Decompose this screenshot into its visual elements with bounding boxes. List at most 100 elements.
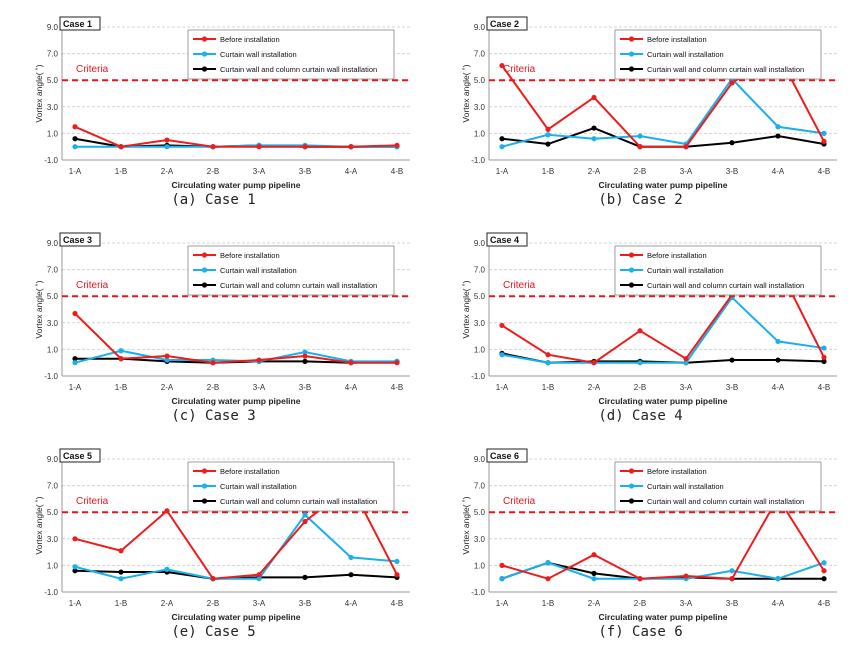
legend-marker (628, 282, 635, 288)
data-point (72, 136, 78, 142)
x-axis-title: Circulating water pump pipeline (172, 180, 301, 190)
x-tick-label: 3-A (680, 167, 693, 176)
series-line (74, 312, 397, 364)
case-label: Case 6 (490, 451, 519, 461)
figure-caption: (a) Case 1 (171, 192, 256, 208)
x-tick-label: 4-B (391, 383, 403, 392)
legend-label: Curtain wall installation (220, 266, 297, 275)
data-point (499, 322, 505, 329)
data-point (394, 360, 400, 366)
data-point (591, 94, 597, 101)
figure-caption: (c) Case 3 (171, 408, 256, 424)
y-tick-label: -1.0 (471, 588, 485, 597)
y-axis-title: Vortex angle( ˚) (461, 64, 471, 122)
x-tick-label: 3-B (299, 167, 311, 176)
data-point (348, 554, 354, 561)
data-point (348, 144, 354, 150)
x-tick-label: 4-B (391, 167, 403, 176)
legend-label: Before installation (220, 467, 280, 476)
data-point (821, 560, 827, 566)
x-tick-label: 4-B (818, 383, 830, 392)
data-point (591, 360, 597, 366)
data-point (775, 338, 781, 345)
y-tick-label: 5.0 (474, 292, 486, 301)
x-tick-label: 4-B (818, 167, 830, 176)
series-line (74, 513, 398, 580)
data-point (210, 576, 216, 582)
legend-box (187, 29, 395, 80)
series-2 (499, 76, 827, 150)
chart-panel-case-3: 9.0 7.0 5.0 3.0 1.0 -1.0 1-A 1-B 2-A 2-B 3-A 3-B 4-A… (0, 216, 427, 432)
case-label: Case 1 (63, 19, 92, 29)
line-chart-case-4: 9.0 7.0 5.0 3.0 1.0 -1.0 1-A 1-B 2-A 2-B 3-A 3-B 4-A… (461, 232, 837, 406)
data-point (729, 568, 735, 574)
x-tick-label: 1-A (496, 599, 509, 608)
y-tick-label: 9.0 (474, 239, 486, 248)
x-tick-label: 1-A (69, 167, 82, 176)
y-tick-label: 7.0 (47, 50, 59, 59)
data-point (821, 130, 827, 136)
legend-marker (201, 51, 208, 57)
data-point (118, 548, 124, 554)
data-point (302, 144, 308, 150)
x-tick-label: 3-A (253, 383, 266, 392)
data-point (499, 576, 505, 582)
data-point (637, 144, 643, 150)
x-tick-label: 4-B (818, 599, 830, 608)
y-tick-label: 3.0 (47, 319, 59, 328)
y-tick-label: 3.0 (474, 319, 486, 328)
legend-label: Curtain wall installation (220, 482, 297, 491)
x-tick-label: 3-A (680, 383, 693, 392)
data-point (210, 360, 216, 366)
x-tick-label: 3-B (726, 599, 738, 608)
x-tick-label: 3-A (253, 599, 266, 608)
line-chart-case-1: 9.0 7.0 5.0 3.0 1.0 -1.0 1-A 1-B 2-A 2-B 3-A 3-B 4-A… (34, 16, 410, 190)
x-axis-title: Circulating water pump pipeline (599, 180, 728, 190)
y-tick-label: 1.0 (47, 129, 59, 138)
data-point (72, 360, 78, 366)
x-tick-label: 3-A (680, 599, 693, 608)
data-point (118, 569, 124, 575)
series-2 (499, 560, 827, 582)
legend-marker (201, 483, 208, 489)
legend-label: Before installation (647, 467, 707, 476)
x-tick-label: 2-B (634, 167, 646, 176)
chart-panel-case-1: 9.0 7.0 5.0 3.0 1.0 -1.0 1-A 1-B 2-A 2-B 3-A 3-B 4-A… (0, 0, 427, 216)
y-tick-label: 3.0 (47, 103, 59, 112)
y-tick-label: 5.0 (47, 292, 59, 301)
case-badge (486, 448, 528, 463)
y-tick-label: 1.0 (47, 561, 59, 570)
x-axis-title: Circulating water pump pipeline (599, 612, 728, 622)
y-tick-label: -1.0 (44, 156, 58, 165)
data-point (545, 132, 551, 138)
data-point (256, 144, 262, 150)
y-tick-label: 9.0 (474, 455, 486, 464)
legend-marker (201, 36, 208, 42)
legend-label: Curtain wall installation (647, 50, 724, 59)
criteria-label: Criteria (76, 280, 109, 291)
data-point (499, 62, 505, 69)
x-tick-label: 4-A (345, 383, 358, 392)
x-tick-label: 2-A (588, 383, 601, 392)
data-point (164, 508, 170, 514)
data-point (394, 142, 400, 148)
x-tick-label: 1-B (115, 599, 127, 608)
y-tick-label: 3.0 (47, 535, 59, 544)
legend-marker (628, 51, 635, 57)
data-point (72, 568, 78, 574)
data-point (821, 345, 827, 351)
case-badge (486, 232, 528, 247)
series-line (501, 77, 825, 148)
x-tick-label: 4-A (772, 383, 785, 392)
data-point (256, 572, 262, 578)
case-label: Case 2 (490, 19, 519, 29)
y-axis-title: Vortex angle( ˚) (34, 280, 44, 338)
data-point (729, 357, 735, 363)
x-tick-label: 1-B (115, 167, 127, 176)
figure-caption: (d) Case 4 (598, 408, 683, 424)
x-tick-label: 2-B (634, 383, 646, 392)
legend-label: Curtain wall and column curtain wall ins… (220, 497, 377, 506)
x-tick-label: 1-A (496, 167, 509, 176)
data-point (302, 518, 308, 525)
data-point (302, 358, 308, 364)
